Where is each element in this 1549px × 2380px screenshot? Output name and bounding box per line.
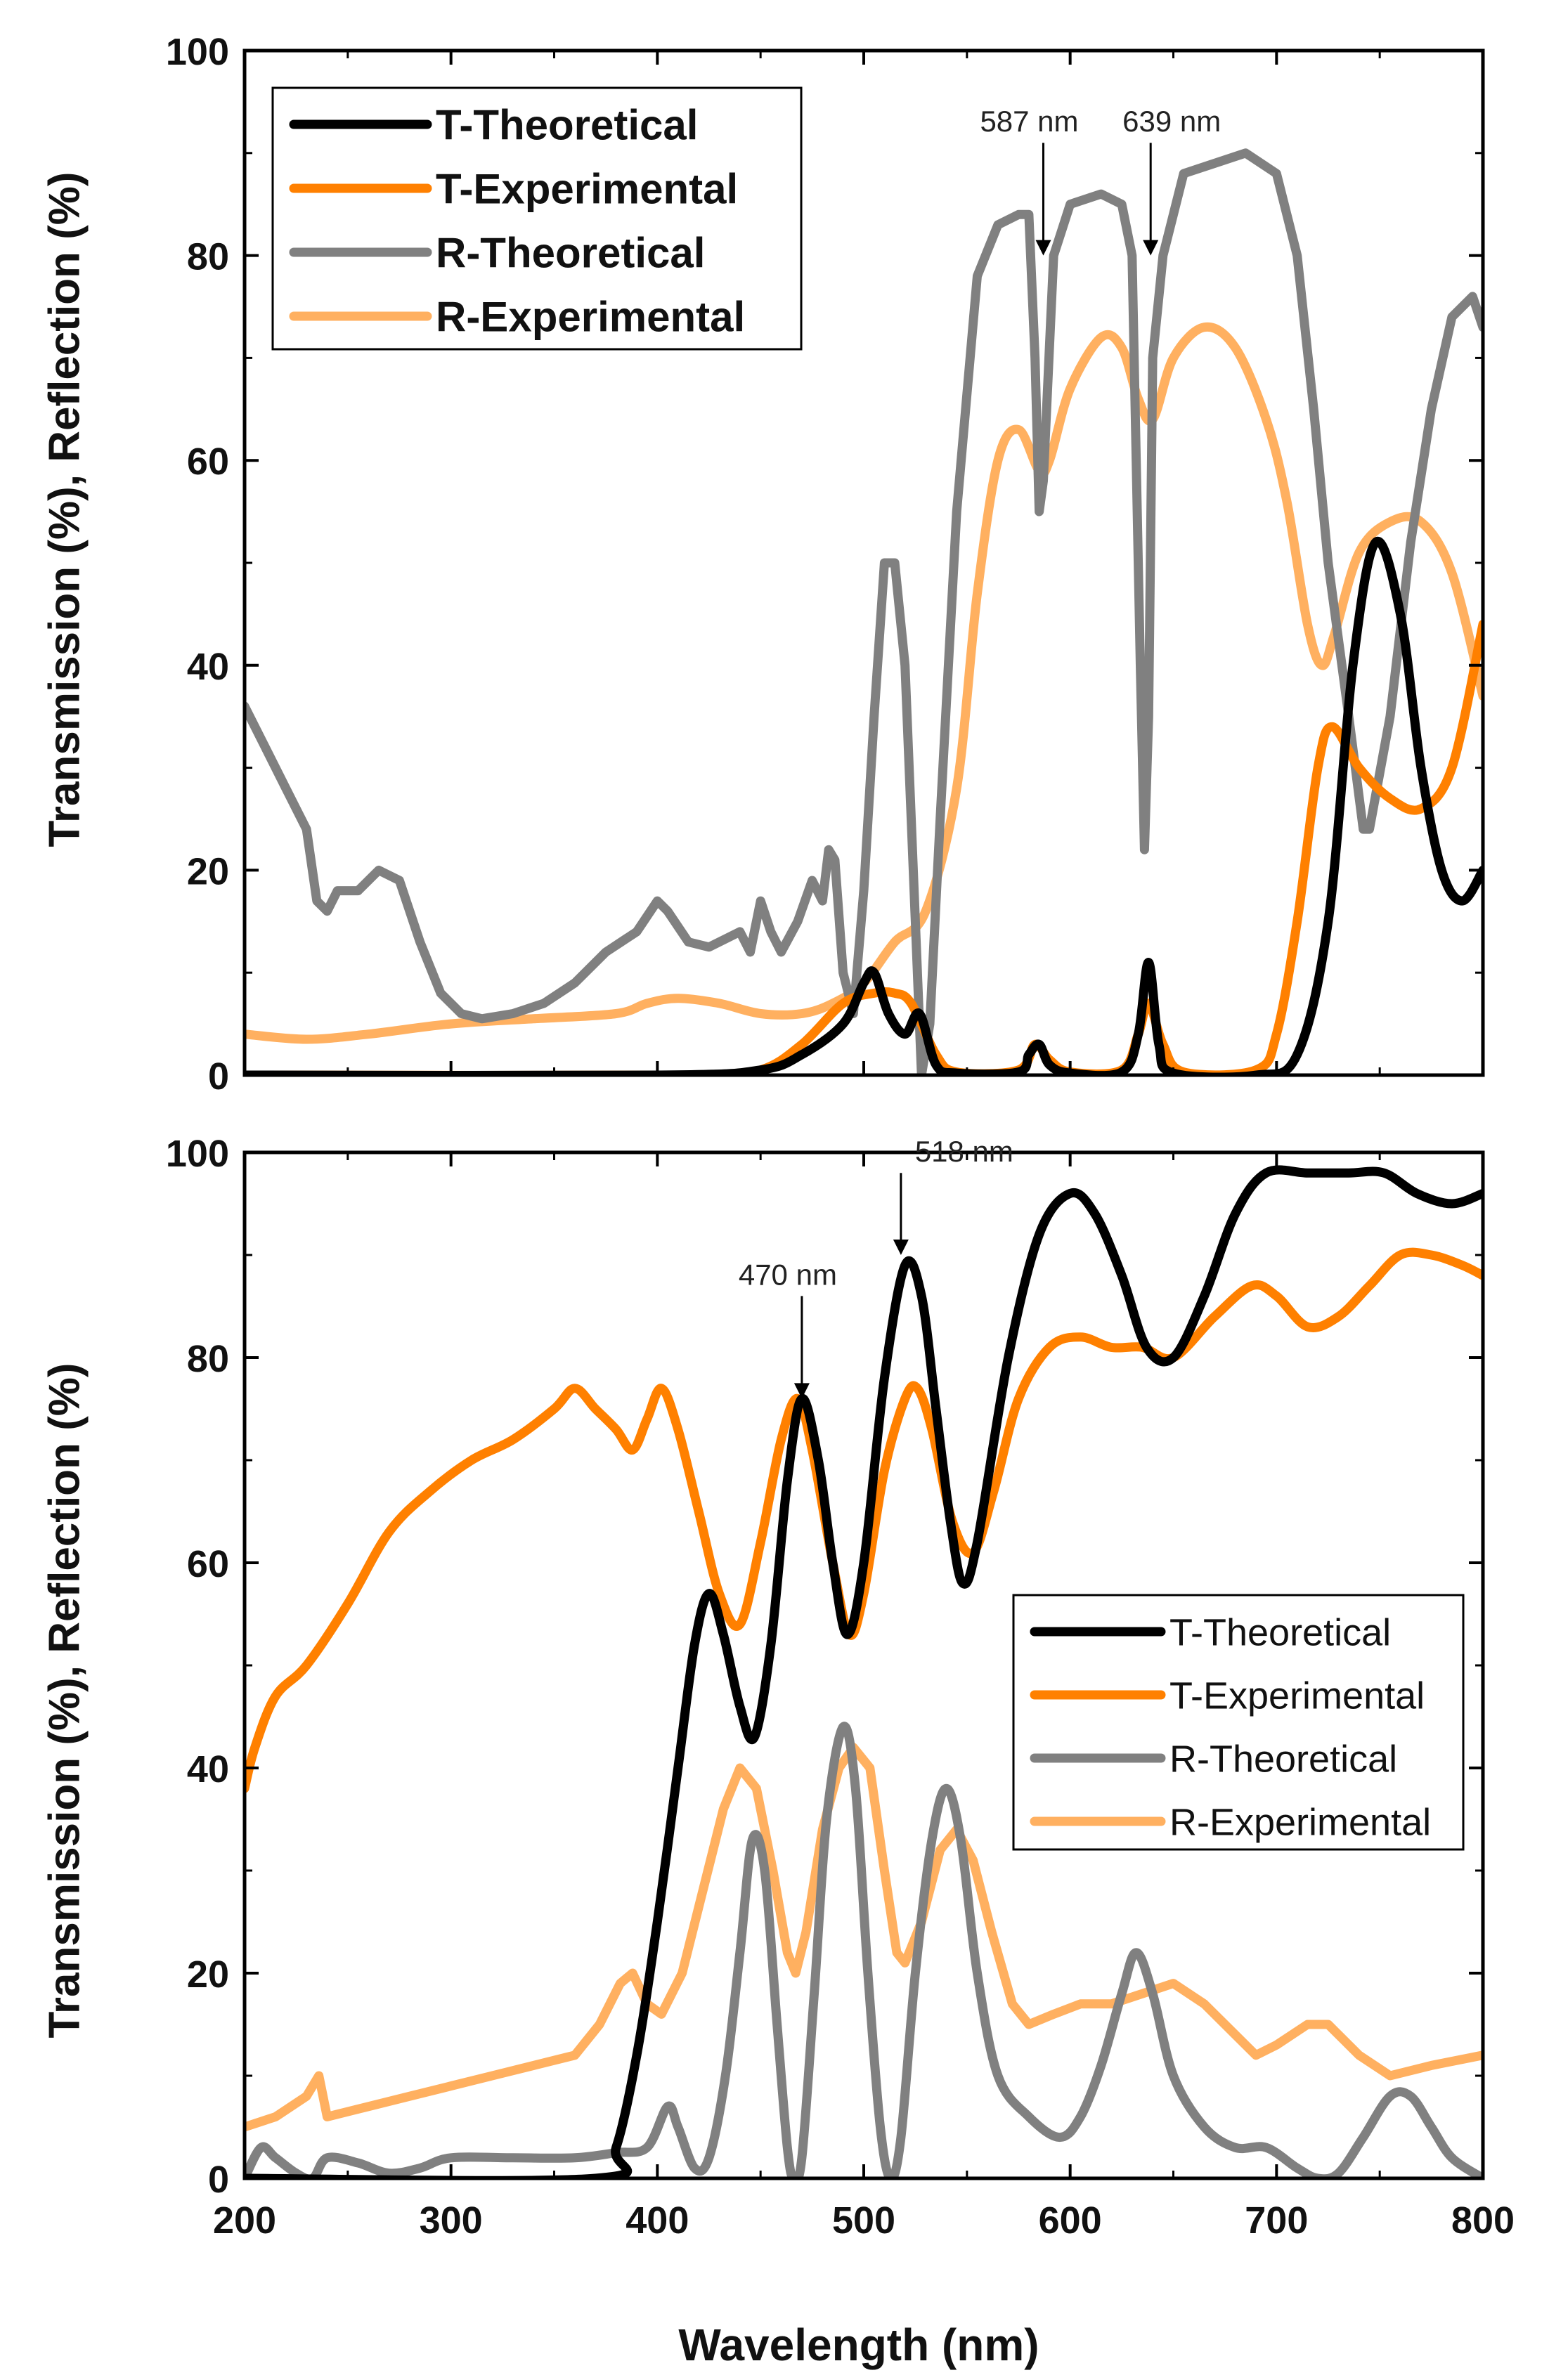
bottom-y-tick-label: 0 <box>208 2159 229 2201</box>
top-legend: T-Theoretical T-Experimental R-Theoretical… <box>271 86 803 351</box>
top-panel: 0 20 40 60 80 100 587 nm 639 nm T-Theoretical T-E… <box>166 31 1485 1098</box>
top-y-tick-label: 0 <box>208 1055 229 1098</box>
top-y-tick-label: 20 <box>187 850 229 892</box>
bottom-annotation-arrowhead <box>893 1240 909 1255</box>
bottom-x-tick-label: 500 <box>832 2199 895 2242</box>
bottom-x-tick-label: 400 <box>626 2199 689 2242</box>
bottom-x-tick-label: 800 <box>1451 2199 1515 2242</box>
top-series-r-theoretical <box>245 148 1483 1075</box>
top-y-tick-label: 80 <box>187 236 229 278</box>
top-series-group <box>245 148 1483 1075</box>
x-axis-title: Wavelength (nm) <box>678 2320 1039 2370</box>
bottom-legend-box <box>1012 1594 1465 1851</box>
bottom-annotation-label: 518 nm <box>915 1135 1013 1168</box>
bottom-y-tick-label: 100 <box>166 1133 229 1175</box>
top-legend-label-t-experimental: T-Experimental <box>436 166 738 213</box>
top-annotation-arrowhead <box>1035 240 1051 256</box>
bottom-x-tick-label: 600 <box>1039 2199 1102 2242</box>
bottom-legend-label-r-theoretical: R-Theoretical <box>1169 1738 1397 1780</box>
bottom-series-t-theoretical <box>245 1165 1483 2178</box>
top-y-tick-label: 60 <box>187 441 229 483</box>
top-legend-box <box>271 86 803 351</box>
bottom-y-tick-label: 20 <box>187 1953 229 1996</box>
bottom-x-tick-label: 700 <box>1245 2199 1308 2242</box>
bottom-y-tick-label: 40 <box>187 1748 229 1790</box>
bottom-y-tick-label: 80 <box>187 1338 229 1380</box>
bottom-panel: 0 20 40 60 80 100 200 300 400 500 600 700 800 470 nm 5… <box>166 1133 1515 2242</box>
bottom-legend-label-t-theoretical: T-Theoretical <box>1169 1611 1391 1653</box>
bottom-x-tick-label: 300 <box>420 2199 483 2242</box>
top-legend-label-t-theoretical: T-Theoretical <box>436 102 698 149</box>
top-y-tick-label: 40 <box>187 646 229 688</box>
bottom-series-group <box>245 1165 1483 2178</box>
bottom-y-axis-title: Transmission (%), Reflection (%) <box>40 1363 89 2038</box>
top-y-axis-title: Transmission (%), Reflection (%) <box>40 171 89 847</box>
bottom-annotation-label: 470 nm <box>739 1258 837 1291</box>
bottom-legend-label-r-experimental: R-Experimental <box>1169 1801 1431 1843</box>
bottom-series-r-theoretical <box>245 1722 1483 2178</box>
bottom-series-r-experimental <box>245 1743 1483 2132</box>
bottom-annotation-arrowhead <box>793 1383 810 1399</box>
top-annotation-label: 587 nm <box>980 105 1078 138</box>
bottom-legend: T-Theoretical T-Experimental R-Theoretical… <box>1012 1594 1465 1851</box>
top-legend-label-r-experimental: R-Experimental <box>436 294 745 341</box>
bottom-x-tick-label: 200 <box>213 2199 276 2242</box>
top-legend-label-r-theoretical: R-Theoretical <box>436 230 705 277</box>
bottom-y-tick-label: 60 <box>187 1543 229 1585</box>
bottom-legend-label-t-experimental: T-Experimental <box>1169 1675 1425 1717</box>
top-annotation-label: 639 nm <box>1122 105 1221 138</box>
top-y-tick-label: 100 <box>166 31 229 73</box>
top-annotation-arrowhead <box>1143 240 1159 256</box>
top-series-t-theoretical <box>245 536 1483 1075</box>
